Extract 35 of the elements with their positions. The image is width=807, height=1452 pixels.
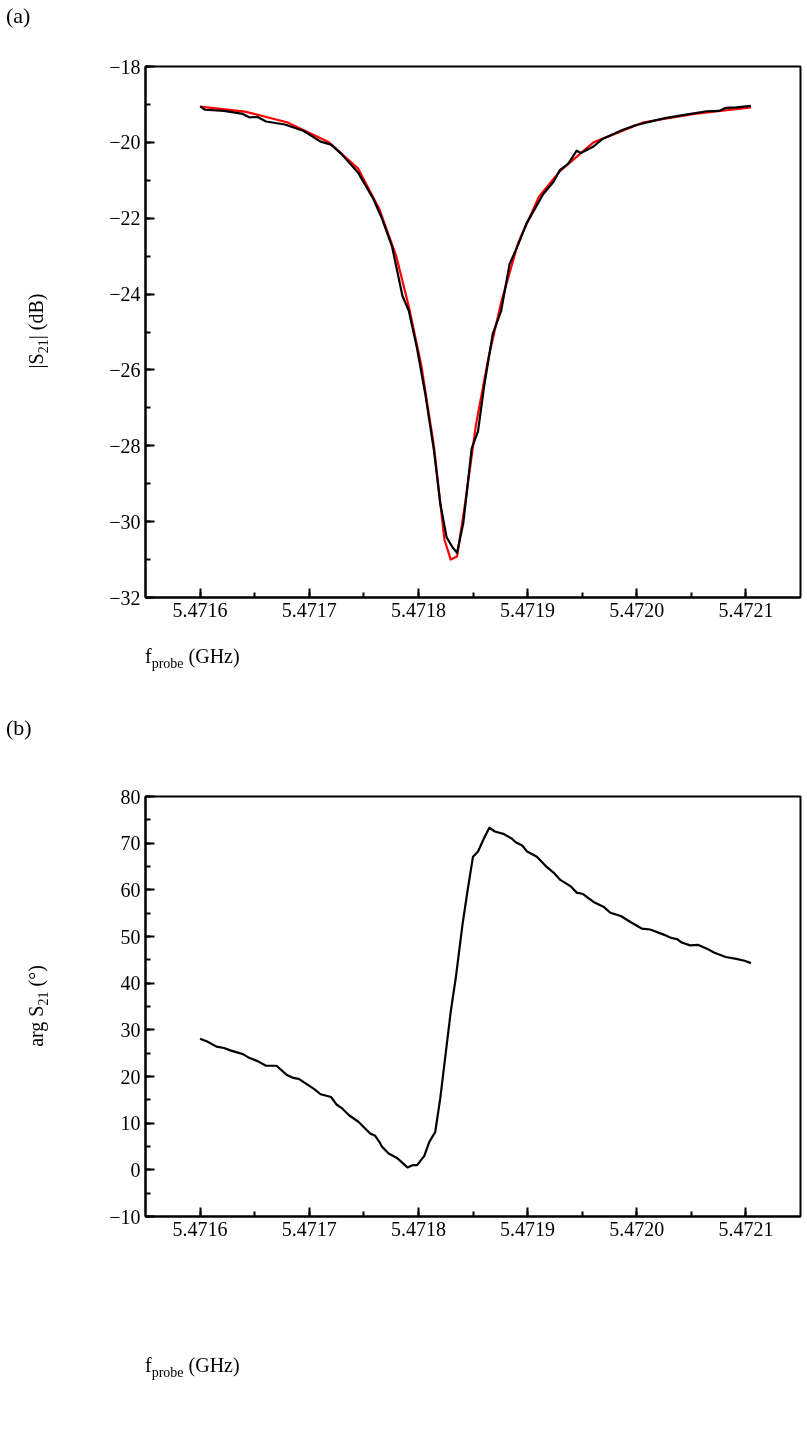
y-tick-label: 0 [130, 1158, 141, 1181]
text: (b) [5, 714, 32, 742]
x-tick-label: 5.4720 [609, 1217, 665, 1240]
y-tick-label: −20 [109, 131, 141, 154]
y-tick-label: −18 [109, 55, 141, 78]
x-tick-label: 5.4721 [718, 1217, 774, 1240]
y-tick-label: −30 [109, 510, 141, 533]
x-tick-label: 5.4717 [281, 598, 337, 621]
y-tick-label: −10 [109, 1205, 141, 1228]
x-tick-label: 5.4716 [172, 598, 228, 621]
y-tick-label: 10 [120, 1112, 141, 1135]
y-tick-label: 60 [120, 878, 141, 901]
x-tick-label: 5.4719 [500, 598, 556, 621]
y-tick-label: 80 [120, 785, 141, 808]
x-tick-label: 5.4720 [609, 598, 665, 621]
y-tick-label: 40 [120, 972, 141, 995]
y-tick-label: 50 [120, 925, 141, 948]
y-tick-label: −24 [109, 283, 141, 306]
y-tick-label: −26 [109, 358, 141, 381]
x-tick-label: 5.4716 [172, 1217, 228, 1240]
line-series [198, 826, 753, 1169]
y-tick-label: −28 [109, 434, 141, 457]
y-tick-label: 70 [120, 832, 141, 855]
y-tick-label: 20 [120, 1065, 141, 1088]
x-tick-label: 5.4717 [281, 1217, 337, 1240]
text: (a) [5, 2, 31, 30]
x-tick-label: 5.4718 [390, 1217, 446, 1240]
x-tick-label: 5.4721 [718, 598, 774, 621]
y-tick-label: −32 [109, 586, 141, 609]
y-tick-label: 30 [120, 1018, 141, 1041]
x-axis-title: f$_{probe}$ (GHz) [145, 1353, 240, 1382]
x-axis-title: f$_{probe}$ (GHz) [145, 644, 240, 673]
y-tick-label: −22 [109, 207, 141, 230]
x-tick-label: 5.4718 [390, 598, 446, 621]
x-tick-label: 5.4719 [500, 1217, 556, 1240]
